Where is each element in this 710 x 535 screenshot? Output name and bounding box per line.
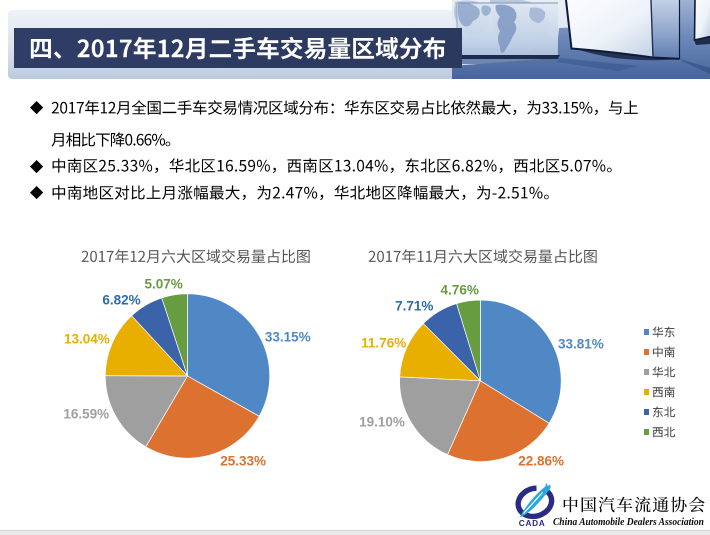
svg-text:CADA: CADA (519, 518, 545, 528)
